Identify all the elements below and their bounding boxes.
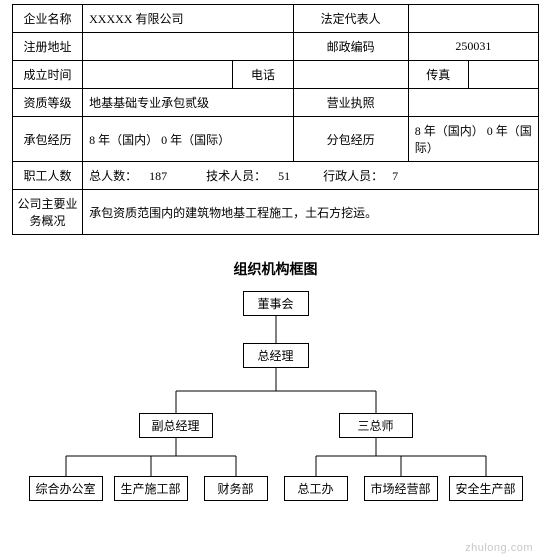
val-qualification: 地基基础专业承包贰级 bbox=[83, 89, 293, 117]
tech-label: 技术人员： bbox=[206, 169, 266, 183]
node-d4: 总工办 bbox=[284, 476, 348, 501]
page: 企业名称 XXXXX 有限公司 法定代表人 注册地址 邮政编码 250031 成… bbox=[0, 0, 551, 525]
label-contract-history: 承包经历 bbox=[13, 117, 83, 162]
val-address bbox=[83, 33, 293, 61]
val-postcode: 250031 bbox=[408, 33, 538, 61]
label-company-name: 企业名称 bbox=[13, 5, 83, 33]
node-d1: 综合办公室 bbox=[29, 476, 103, 501]
table-row: 资质等级 地基基础专业承包贰级 营业执照 bbox=[13, 89, 539, 117]
watermark: zhulong.com bbox=[465, 542, 533, 554]
val-tel bbox=[293, 61, 408, 89]
tech-val: 51 bbox=[278, 169, 290, 183]
node-dgm: 副总经理 bbox=[139, 413, 213, 438]
node-d2: 生产施工部 bbox=[114, 476, 188, 501]
table-row: 成立时间 电话 传真 bbox=[13, 61, 539, 89]
node-d5: 市场经营部 bbox=[364, 476, 438, 501]
total-label: 总人数： bbox=[89, 169, 137, 183]
table-row: 职工人数 总人数： 187 技术人员： 51 行政人员： 7 bbox=[13, 162, 539, 190]
node-d6: 安全生产部 bbox=[449, 476, 523, 501]
val-contract-history: 8 年（国内） 0 年（国际） bbox=[83, 117, 293, 162]
label-qualification: 资质等级 bbox=[13, 89, 83, 117]
label-legal-rep: 法定代表人 bbox=[293, 5, 408, 33]
table-row: 承包经历 8 年（国内） 0 年（国际） 分包经历 8 年（国内） 0 年（国际… bbox=[13, 117, 539, 162]
node-gm: 总经理 bbox=[243, 343, 309, 368]
label-subcontract-history: 分包经历 bbox=[293, 117, 408, 162]
total-val: 187 bbox=[149, 169, 167, 183]
node-board: 董事会 bbox=[243, 291, 309, 316]
label-established: 成立时间 bbox=[13, 61, 83, 89]
val-staff: 总人数： 187 技术人员： 51 行政人员： 7 bbox=[83, 162, 539, 190]
node-chief: 三总师 bbox=[339, 413, 413, 438]
org-chart-title: 组织机构框图 bbox=[12, 259, 539, 279]
company-info-table: 企业名称 XXXXX 有限公司 法定代表人 注册地址 邮政编码 250031 成… bbox=[12, 4, 539, 235]
label-license: 营业执照 bbox=[293, 89, 408, 117]
val-legal-rep bbox=[408, 5, 538, 33]
table-row: 企业名称 XXXXX 有限公司 法定代表人 bbox=[13, 5, 539, 33]
table-row: 公司主要业务概况 承包资质范围内的建筑物地基工程施工，土石方挖运。 bbox=[13, 190, 539, 235]
admin-val: 7 bbox=[392, 169, 398, 183]
label-tel: 电话 bbox=[233, 61, 293, 89]
val-company-name: XXXXX 有限公司 bbox=[83, 5, 293, 33]
val-fax bbox=[468, 61, 538, 89]
table-row: 注册地址 邮政编码 250031 bbox=[13, 33, 539, 61]
val-business: 承包资质范围内的建筑物地基工程施工，土石方挖运。 bbox=[83, 190, 539, 235]
label-business: 公司主要业务概况 bbox=[13, 190, 83, 235]
org-chart: 董事会 总经理 副总经理 三总师 综合办公室 生产施工部 财务部 总工办 市场经… bbox=[21, 291, 531, 521]
label-address: 注册地址 bbox=[13, 33, 83, 61]
node-d3: 财务部 bbox=[204, 476, 268, 501]
label-postcode: 邮政编码 bbox=[293, 33, 408, 61]
val-subcontract-history: 8 年（国内） 0 年（国际） bbox=[408, 117, 538, 162]
label-fax: 传真 bbox=[408, 61, 468, 89]
val-established bbox=[83, 61, 233, 89]
admin-label: 行政人员： bbox=[323, 169, 383, 183]
val-license bbox=[408, 89, 538, 117]
label-staff: 职工人数 bbox=[13, 162, 83, 190]
